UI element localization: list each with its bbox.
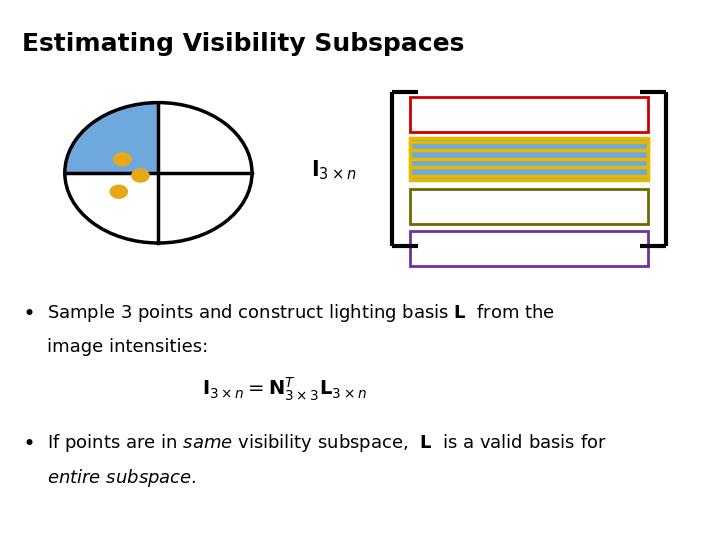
Circle shape (132, 169, 149, 182)
Bar (410, 138, 648, 180)
Text: $\mathit{entire\ subspace.}$: $\mathit{entire\ subspace.}$ (47, 467, 197, 489)
Text: $\bullet$: $\bullet$ (22, 302, 33, 322)
Text: Sample 3 points and construct lighting basis $\mathbf{L}$  from the: Sample 3 points and construct lighting b… (47, 302, 555, 325)
Circle shape (110, 185, 127, 198)
Circle shape (114, 153, 131, 166)
Text: image intensities:: image intensities: (47, 338, 208, 355)
Text: Estimating Visibility Subspaces: Estimating Visibility Subspaces (22, 32, 464, 56)
Text: $\mathbf{I}_{3\times n}$: $\mathbf{I}_{3\times n}$ (311, 158, 356, 182)
Text: $\bullet$: $\bullet$ (22, 432, 33, 452)
Bar (410, 231, 648, 266)
Text: $\mathbf{I}_{3\times n} = \mathbf{N}^{T}_{3\times 3}\mathbf{L}_{3\times n}$: $\mathbf{I}_{3\times n} = \mathbf{N}^{T}… (202, 375, 366, 403)
Bar (410, 189, 648, 224)
Bar (410, 97, 648, 132)
Text: If points are in $\mathit{same}$ visibility subspace,  $\mathbf{L}$  is a valid : If points are in $\mathit{same}$ visibil… (47, 432, 606, 454)
Polygon shape (65, 103, 158, 173)
Bar (410, 138, 648, 180)
